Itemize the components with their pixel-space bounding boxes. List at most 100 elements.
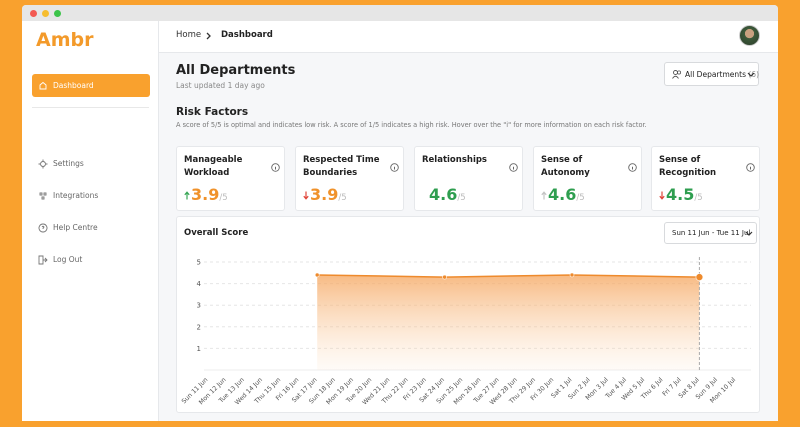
score-row: 3.9/5 <box>303 185 347 204</box>
section-description: A score of 5/5 is optimal and indicates … <box>176 121 647 129</box>
icon-path <box>38 255 48 265</box>
score-max: /5 <box>338 193 347 203</box>
icon-path <box>39 81 47 90</box>
score-max: /5 <box>457 193 466 203</box>
icon-path <box>38 159 48 169</box>
nav-icon <box>39 192 47 200</box>
page-title: All Departments <box>176 63 296 78</box>
score-value: 4.6 <box>429 185 458 204</box>
breadcrumb-current: Dashboard <box>221 30 273 40</box>
breadcrumb-home[interactable]: Home <box>176 30 202 40</box>
nav-label: Help Centre <box>53 223 98 232</box>
point[interactable] <box>695 273 704 281</box>
info-icon[interactable] <box>271 163 280 172</box>
nav-icon <box>38 255 48 265</box>
info-icon[interactable] <box>509 163 518 172</box>
y-tick-label: 5 <box>197 259 201 267</box>
score-value: 3.9 <box>310 185 339 204</box>
score-row: 3.9/5 <box>184 185 228 204</box>
arrow-path <box>659 191 665 200</box>
divider <box>32 107 149 108</box>
section-title: Risk Factors <box>176 106 249 118</box>
nav-item[interactable]: Help Centre <box>32 216 150 239</box>
score-value: 4.5 <box>666 185 695 204</box>
filter-label: All Departments <box>685 70 746 79</box>
y-tick-label: 4 <box>197 280 202 288</box>
nav-icon <box>39 81 47 90</box>
score-row: 4.6/5 <box>422 185 466 204</box>
nav-item[interactable]: Settings <box>32 152 150 175</box>
icon-path <box>38 223 48 233</box>
close-dot[interactable] <box>30 10 37 17</box>
card-title: Sense of Recognition <box>659 155 717 178</box>
browser-window: Ambr Dashboard Settings Integrations Help C… <box>22 5 778 421</box>
trend-arrow <box>541 191 547 200</box>
trend-arrow <box>184 191 190 200</box>
arrow-path <box>184 191 190 200</box>
dropdown-arrow <box>747 72 755 77</box>
score-row: 4.5/5 <box>659 185 703 204</box>
risk-card: Sense of Autonomy 4.6/5 <box>533 146 642 211</box>
icon-path <box>39 192 47 200</box>
nav-label: Log Out <box>53 255 83 264</box>
nav-item[interactable]: Log Out <box>32 248 150 271</box>
y-tick-label: 2 <box>197 323 201 331</box>
filter-count: (6) <box>748 70 759 79</box>
avatar[interactable] <box>739 25 760 46</box>
line <box>317 274 700 278</box>
chevron <box>206 32 211 40</box>
nav-label: Settings <box>53 159 84 168</box>
score-max: /5 <box>219 193 228 203</box>
info-circle <box>746 163 755 172</box>
info-circle <box>628 163 637 172</box>
chart-panel: Overall Score Sun 11 Jun - Tue 11 Jul 1 2… <box>176 216 760 413</box>
nav-item[interactable]: Dashboard <box>32 74 150 97</box>
nav-item[interactable]: Integrations <box>32 184 150 207</box>
info-icon[interactable] <box>628 163 637 172</box>
title-bar <box>22 5 778 21</box>
nav-icon <box>38 223 48 233</box>
area <box>317 274 700 370</box>
info-icon[interactable] <box>746 163 755 172</box>
score-value: 3.9 <box>191 185 220 204</box>
info-icon[interactable] <box>390 163 399 172</box>
sidebar: Ambr Dashboard Settings Integrations Help C… <box>22 21 159 421</box>
logo[interactable]: Ambr <box>36 29 94 51</box>
info-circle <box>271 163 280 172</box>
card-title: Relationships <box>422 155 487 165</box>
risk-card: Manageable Workload 3.9/5 <box>176 146 285 211</box>
y-tick-label: 1 <box>197 345 201 353</box>
trend-arrow <box>659 191 665 200</box>
trend-arrow <box>303 191 309 200</box>
info-circle <box>509 163 518 172</box>
department-filter[interactable]: All Departments (6) <box>664 62 759 86</box>
card-title: Manageable Workload <box>184 155 243 178</box>
score-value: 4.6 <box>548 185 577 204</box>
chart-title: Overall Score <box>184 228 249 238</box>
risk-card: Sense of Recognition 4.5/5 <box>651 146 760 211</box>
maximize-dot[interactable] <box>54 10 61 17</box>
point[interactable] <box>314 272 320 278</box>
nav-icon <box>38 159 48 169</box>
card-title: Respected Time Boundaries <box>303 155 380 178</box>
card-title: Sense of Autonomy <box>541 155 590 178</box>
point[interactable] <box>569 272 575 278</box>
score-max: /5 <box>576 193 585 203</box>
date-range: Sun 11 Jun - Tue 11 Jul <box>672 229 751 237</box>
dropdown-arrow <box>745 231 753 236</box>
minimize-dot[interactable] <box>42 10 49 17</box>
arrow-path <box>303 191 309 200</box>
info-circle <box>390 163 399 172</box>
y-tick-label: 3 <box>197 302 201 310</box>
nav-label: Dashboard <box>53 81 94 90</box>
risk-card: Relationships 4.6/5 <box>414 146 523 211</box>
page-subtitle: Last updated 1 day ago <box>176 81 265 90</box>
nav-label: Integrations <box>53 191 99 200</box>
date-range-picker[interactable]: Sun 11 Jun - Tue 11 Jul <box>664 222 757 244</box>
point[interactable] <box>442 274 447 280</box>
score-row: 4.6/5 <box>541 185 585 204</box>
score-max: /5 <box>694 193 703 203</box>
top-bar: Home Dashboard <box>159 21 778 53</box>
